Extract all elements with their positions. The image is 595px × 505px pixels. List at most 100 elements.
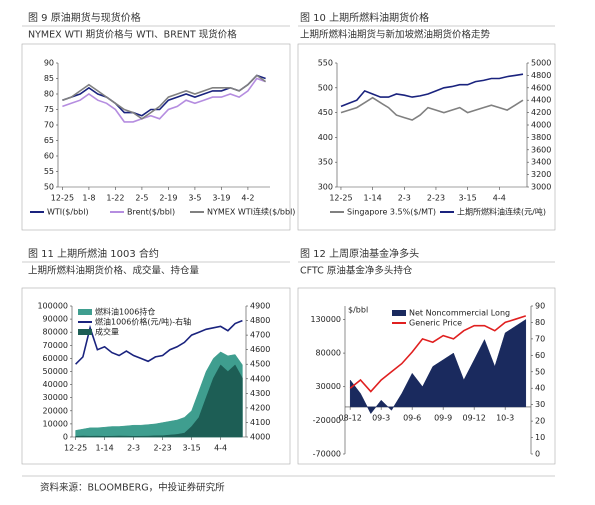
x-tick-label: 1-14 — [364, 194, 382, 203]
chart-subtitle: NYMEX WTI 期货价格与 WTI、BRENT 现货价格 — [28, 29, 237, 41]
legend-swatch — [78, 309, 92, 315]
y2-tick-label: 3800 — [531, 133, 551, 142]
y-tick-label: 100000 — [37, 302, 68, 311]
x-tick-label: 12-25 — [51, 194, 74, 203]
x-tick-label: 09-3 — [372, 413, 390, 422]
legend-label: NYMEX WTI连续($/bbl) — [207, 207, 295, 217]
legend-label: 成交量 — [95, 327, 119, 337]
series-line — [340, 96, 524, 121]
y2-tick-label: 4900 — [250, 302, 270, 311]
series-line — [62, 77, 266, 123]
y2-tick-label: 50 — [535, 367, 545, 376]
y2-tick-label: 4200 — [250, 403, 270, 412]
x-tick-label: 12-25 — [64, 444, 87, 453]
y-axis-label: $/bbl — [348, 306, 368, 315]
y2-tick-label: 4100 — [250, 418, 270, 427]
legend-label: Brent($/bbl) — [127, 208, 175, 217]
x-tick-label: 08-12 — [339, 413, 362, 422]
chart-subtitle: 上期所燃料油期货价格、成交量、持仓量 — [28, 265, 200, 277]
y-tick-label: 80000 — [43, 328, 68, 337]
y2-tick-label: 3200 — [531, 170, 551, 179]
legend-label: Net Noncommercial Long — [409, 309, 510, 318]
y2-tick-label: 4800 — [250, 316, 270, 325]
x-tick-label: 2-19 — [159, 194, 177, 203]
y2-tick-label: 4400 — [531, 96, 551, 105]
footer: 资料来源：BLOOMBERG，中投证券研究所 — [40, 482, 225, 494]
x-tick-label: 10-3 — [496, 413, 514, 422]
series-line — [75, 319, 243, 365]
x-tick-label: 1-14 — [96, 444, 114, 453]
x-tick-label: 09-6 — [403, 413, 421, 422]
legend-swatch — [78, 329, 92, 335]
y2-tick-label: 4600 — [250, 345, 270, 354]
x-tick-label: 1-8 — [82, 194, 95, 203]
y2-tick-label: 30 — [535, 400, 545, 409]
y2-tick-label: 90 — [535, 302, 545, 311]
y2-tick-label: 80 — [535, 318, 545, 327]
y-tick-label: 90000 — [43, 315, 68, 324]
y-tick-label: 50000 — [43, 367, 68, 376]
y-tick-label: 90 — [44, 59, 54, 68]
y2-tick-label: 4800 — [531, 71, 551, 80]
x-tick-label: 2-23 — [427, 194, 445, 203]
y-tick-label: 400 — [318, 133, 333, 142]
y2-tick-label: 4600 — [531, 83, 551, 92]
y-tick-label: -20000 — [313, 416, 341, 425]
x-tick-label: 2-23 — [154, 444, 172, 453]
y-tick-label: 450 — [318, 108, 333, 117]
y-tick-label: 30000 — [316, 382, 341, 391]
chart-title: 图 9 原油期货与现货价格 — [28, 11, 141, 24]
y-tick-label: 20000 — [43, 406, 68, 415]
legend-label: Singapore 3.5%($/MT) — [347, 208, 436, 217]
chart-subtitle: 上期所燃料油期货与新加坡燃油期货价格走势 — [300, 29, 491, 41]
frame — [21, 43, 291, 231]
y2-tick-label: 5000 — [531, 59, 551, 68]
y2-tick-label: 40 — [535, 384, 545, 393]
y2-tick-label: 0 — [535, 450, 540, 459]
y-tick-label: 75 — [44, 105, 54, 114]
series-area — [349, 319, 527, 415]
legend-label: WTI($/bbl) — [47, 208, 89, 217]
y2-tick-label: 10 — [535, 433, 545, 442]
y-tick-label: 550 — [318, 59, 333, 68]
x-tick-label: 2-5 — [135, 194, 148, 203]
y-tick-label: 500 — [318, 83, 333, 92]
y2-tick-label: 4000 — [250, 433, 270, 442]
x-tick-label: 3-19 — [212, 194, 230, 203]
y-tick-label: 60 — [44, 152, 54, 161]
legend-label: 燃料油1006持仓 — [95, 307, 155, 317]
frame — [297, 287, 556, 465]
y-tick-label: 10000 — [43, 419, 68, 428]
y2-tick-label: 20 — [535, 417, 545, 426]
frame — [21, 287, 291, 465]
x-tick-label: 1-22 — [106, 194, 124, 203]
y-tick-label: 80 — [44, 90, 54, 99]
series-line — [62, 74, 267, 120]
legend-label: Generic Price — [409, 319, 462, 328]
y-tick-label: 40000 — [43, 380, 68, 389]
y-tick-label: 300 — [318, 183, 333, 192]
y-tick-label: 70 — [44, 121, 54, 130]
y-tick-label: 85 — [44, 74, 54, 83]
y-tick-label: 350 — [318, 158, 333, 167]
y2-tick-label: 60 — [535, 351, 545, 360]
y-tick-label: 60000 — [43, 354, 68, 363]
legend-label: 燃油1006价格(元/吨)-右轴 — [95, 317, 191, 327]
x-tick-label: 2-3 — [127, 444, 140, 453]
legend-label: 上期所燃料油连续(元/吨) — [457, 207, 546, 217]
x-tick-label: 09-12 — [463, 413, 486, 422]
series-line — [340, 73, 524, 108]
x-tick-label: 4-4 — [493, 194, 506, 203]
series-area — [75, 364, 243, 438]
x-tick-label: 4-2 — [241, 194, 254, 203]
y-tick-label: 0 — [63, 433, 68, 442]
x-tick-label: 4-4 — [214, 444, 227, 453]
x-tick-label: 3-5 — [188, 194, 201, 203]
y-tick-label: 65 — [44, 136, 54, 145]
x-tick-label: 2-3 — [398, 194, 411, 203]
y2-tick-label: 4000 — [531, 121, 551, 130]
y-tick-label: 80000 — [316, 349, 341, 358]
series-line — [349, 315, 527, 393]
y2-tick-label: 4300 — [250, 389, 270, 398]
